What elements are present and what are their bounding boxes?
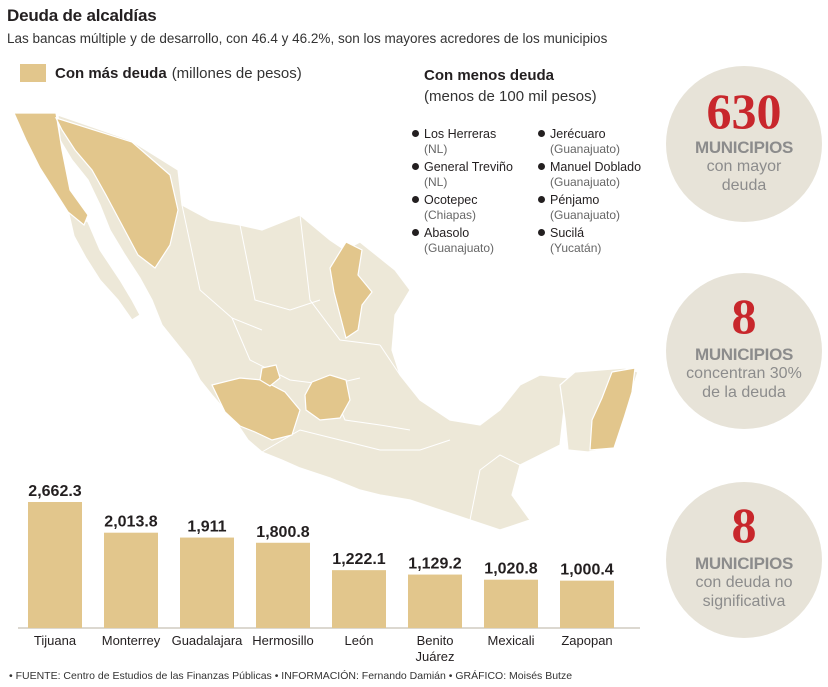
bar-guadalajara xyxy=(180,537,234,628)
stat-word: MUNICIPIOS xyxy=(694,554,794,573)
less-debt-item: Ocotepec (Chiapas) xyxy=(412,193,538,223)
map-quintana-roo xyxy=(589,367,636,451)
bar-value-label: 1,222.1 xyxy=(332,551,385,568)
bar-value-label: 2,662.3 xyxy=(28,483,81,500)
bar-category-label: Zapopan xyxy=(561,633,612,648)
stat-word: MUNICIPIOS xyxy=(694,138,794,157)
stat-desc-line: con deuda no xyxy=(695,574,793,591)
bar-tijuana xyxy=(28,502,82,628)
less-debt-item: Los Herreras (NL) xyxy=(412,127,538,157)
less-debt-name: Abasolo xyxy=(412,226,538,241)
stat-circle-2: 8 MUNICIPIOS concentran 30% de la deuda xyxy=(666,273,822,429)
stat-number: 630 xyxy=(706,83,782,139)
stat-desc-line: significativa xyxy=(702,593,786,610)
legend-more-debt-label: Con más deuda xyxy=(55,64,167,82)
less-debt-name: Sucilá xyxy=(538,226,668,241)
mexico-map xyxy=(13,112,639,531)
less-debt-state: (NL) xyxy=(424,142,448,156)
less-debt-item: Jerécuaro (Guanajuato) xyxy=(538,127,668,157)
less-debt-state: (NL) xyxy=(424,175,448,189)
bar-value-label: 1,911 xyxy=(187,519,226,536)
bar-value-label: 1,020.8 xyxy=(484,561,537,578)
map-aguascalientes xyxy=(259,364,281,387)
stat-word: MUNICIPIOS xyxy=(694,345,794,364)
source-credit: • FUENTE: Centro de Estudios de las Fina… xyxy=(9,670,573,682)
less-debt-item: Sucilá (Yucatán) xyxy=(538,226,668,256)
less-debt-name: Manuel Doblado xyxy=(538,160,668,175)
bar-value-label: 1,129.2 xyxy=(408,556,461,573)
less-debt-subtitle: (menos de 100 mil pesos) xyxy=(424,88,597,105)
less-debt-list: Los Herreras (NL) Jerécuaro (Guanajuato) G… xyxy=(412,127,672,256)
less-debt-state: (Guanajuato) xyxy=(424,241,495,255)
legend-swatch xyxy=(20,64,46,82)
stat-circle-3: 8 MUNICIPIOS con deuda no significativa xyxy=(666,482,822,638)
map-jalisco xyxy=(211,377,301,441)
less-debt-name: Ocotepec xyxy=(412,193,538,208)
map-baja-sur xyxy=(67,208,141,321)
map-sonora xyxy=(54,117,179,269)
bar-value-label: 1,800.8 xyxy=(256,524,309,541)
less-debt-item: General Treviño (NL) xyxy=(412,160,538,190)
less-debt-state: (Chiapas) xyxy=(424,208,477,222)
map-baja-california xyxy=(13,112,89,226)
less-debt-name: General Treviño xyxy=(412,160,538,175)
bar-category-label: Juárez xyxy=(415,649,454,664)
bar-category-label: Tijuana xyxy=(34,633,77,648)
less-debt-item: Abasolo (Guanajuato) xyxy=(412,226,538,256)
less-debt-title: Con menos deuda xyxy=(424,67,555,84)
chart-subtitle: Las bancas múltiple y de desarrollo, con… xyxy=(7,31,608,46)
bar-benito-juárez xyxy=(408,574,462,628)
stat-number: 8 xyxy=(731,288,757,344)
bar-category-label: Monterrey xyxy=(102,633,161,648)
bar-category-label: Mexicali xyxy=(488,633,535,648)
map-highlighted-states xyxy=(13,112,636,451)
map-guanajuato xyxy=(304,374,351,421)
stat-desc-line: concentran 30% xyxy=(686,365,802,382)
less-debt-name: Los Herreras xyxy=(412,127,538,142)
less-debt-item: Manuel Doblado (Guanajuato) xyxy=(538,160,668,190)
less-debt-name: Pénjamo xyxy=(538,193,668,208)
stat-number: 8 xyxy=(731,497,757,553)
bar-mexicali xyxy=(484,579,538,628)
legend-more-debt: Con más deuda (millones de pesos) xyxy=(20,64,302,82)
less-debt-name: Jerécuaro xyxy=(538,127,668,142)
bar-category-label: Benito xyxy=(417,633,454,648)
bar-category-label: León xyxy=(345,633,374,648)
bar-category-label: Hermosillo xyxy=(252,633,313,648)
bar-value-label: 2,013.8 xyxy=(104,514,157,531)
map-nuevo-leon xyxy=(329,241,373,339)
less-debt-state: (Guanajuato) xyxy=(550,208,621,222)
stat-circle-1: 630 MUNICIPIOS con mayor deuda xyxy=(666,66,822,222)
bar-hermosillo xyxy=(256,542,310,628)
less-debt-state: (Guanajuato) xyxy=(550,142,621,156)
less-debt-state: (Yucatán) xyxy=(550,241,602,255)
less-debt-item: Pénjamo (Guanajuato) xyxy=(538,193,668,223)
bar-value-label: 1,000.4 xyxy=(560,562,613,579)
stat-desc-line: con mayor xyxy=(706,158,782,175)
bar-zapopan xyxy=(560,580,614,628)
less-debt-state: (Guanajuato) xyxy=(550,175,621,189)
bar-category-label: Guadalajara xyxy=(172,633,244,648)
bar-chart: 2,662.3 Tijuana 2,013.8 Monterrey 1,911 Guada… xyxy=(18,483,640,664)
chart-title: Deuda de alcaldías xyxy=(7,6,157,25)
bar-monterrey xyxy=(104,532,158,628)
bar-león xyxy=(332,570,386,628)
stat-desc-line: de la deuda xyxy=(702,384,786,401)
legend-more-debt-unit: (millones de pesos) xyxy=(171,64,302,82)
stat-desc-line: deuda xyxy=(721,177,767,194)
